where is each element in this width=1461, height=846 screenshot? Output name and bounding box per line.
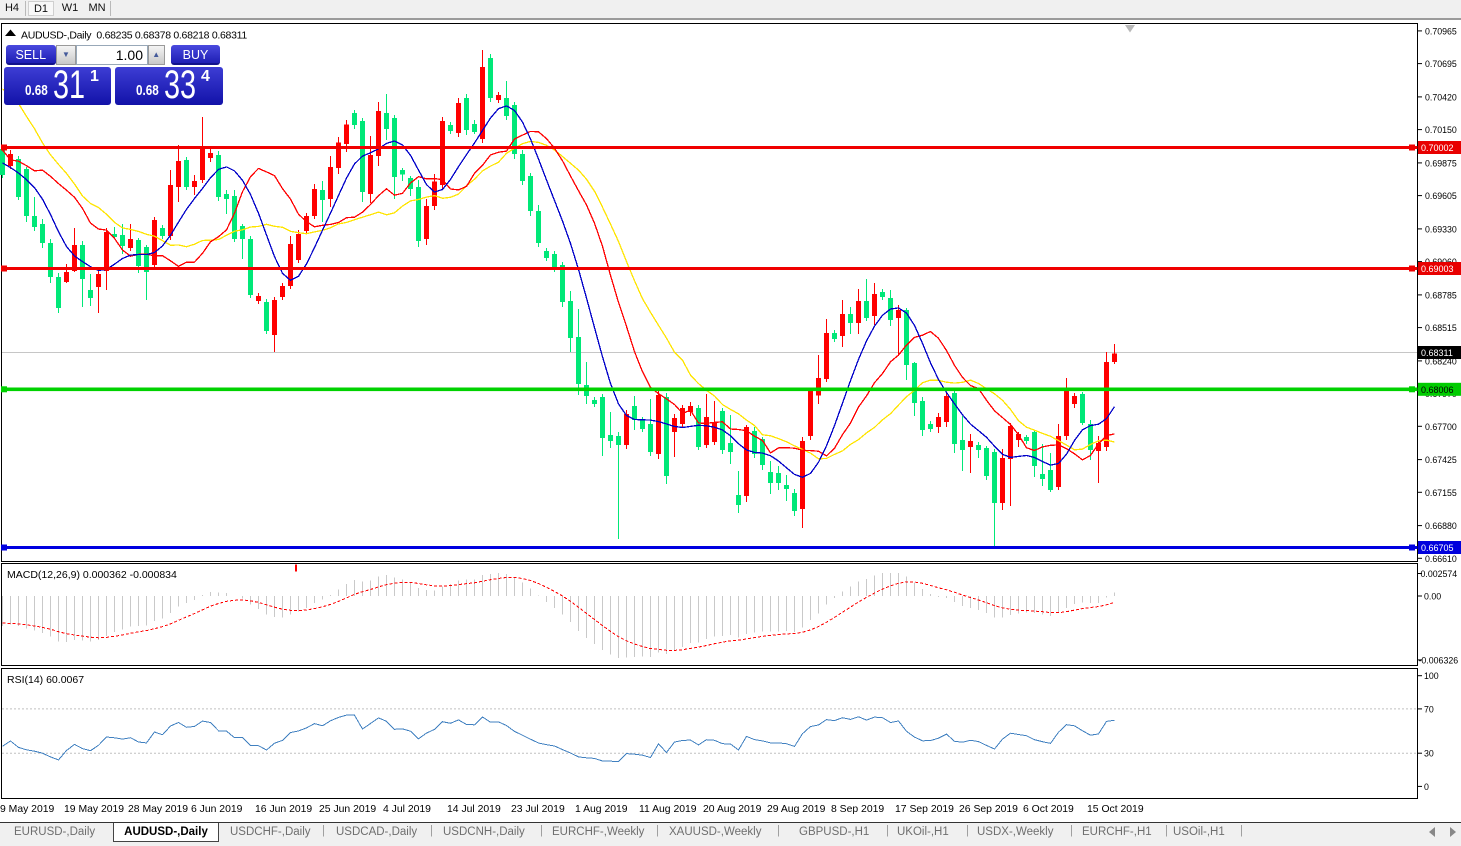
svg-text:28 May 2019: 28 May 2019 <box>128 804 188 815</box>
svg-text:15 Oct 2019: 15 Oct 2019 <box>1087 804 1144 815</box>
svg-text:30: 30 <box>1424 749 1434 759</box>
svg-text:AUDUSD-,Daily 0.68235 0.68378: AUDUSD-,Daily 0.68235 0.68378 0.68218 0.… <box>21 30 247 42</box>
svg-text:29 Aug 2019: 29 Aug 2019 <box>767 804 826 815</box>
svg-text:0.70695: 0.70695 <box>1425 59 1457 69</box>
svg-text:0: 0 <box>1424 782 1429 792</box>
svg-text:0.70002: 0.70002 <box>1421 143 1454 153</box>
svg-text:0.69330: 0.69330 <box>1425 224 1457 234</box>
svg-text:70: 70 <box>1424 704 1434 714</box>
svg-text:8 Sep 2019: 8 Sep 2019 <box>831 804 884 815</box>
svg-text:0.70965: 0.70965 <box>1425 26 1457 36</box>
svg-text:11 Aug 2019: 11 Aug 2019 <box>639 804 697 815</box>
svg-text:6 Oct 2019: 6 Oct 2019 <box>1023 804 1074 815</box>
svg-text:0.68006: 0.68006 <box>1421 385 1454 395</box>
svg-text:9 May 2019: 9 May 2019 <box>0 804 55 815</box>
svg-text:MACD(12,26,9) 0.000362 -0.0008: MACD(12,26,9) 0.000362 -0.000834 <box>7 569 177 581</box>
svg-text:0.69003: 0.69003 <box>1421 264 1454 274</box>
svg-text:14 Jul 2019: 14 Jul 2019 <box>447 804 501 815</box>
svg-text:0.00: 0.00 <box>1424 592 1441 602</box>
svg-text:0.69605: 0.69605 <box>1425 191 1457 201</box>
svg-text:-0.006326: -0.006326 <box>1419 655 1459 665</box>
svg-text:20 Aug 2019: 20 Aug 2019 <box>703 804 762 815</box>
svg-text:25 Jun 2019: 25 Jun 2019 <box>319 804 376 815</box>
svg-text:0.70150: 0.70150 <box>1425 125 1457 135</box>
svg-text:0.70420: 0.70420 <box>1425 92 1457 102</box>
svg-text:0.66705: 0.66705 <box>1421 543 1454 553</box>
svg-text:0.68515: 0.68515 <box>1425 323 1457 333</box>
svg-text:0.69875: 0.69875 <box>1425 158 1457 168</box>
svg-text:4 Jul 2019: 4 Jul 2019 <box>383 804 431 815</box>
svg-text:100: 100 <box>1424 671 1439 681</box>
svg-text:0.68240: 0.68240 <box>1425 356 1457 366</box>
svg-text:17 Sep 2019: 17 Sep 2019 <box>895 804 954 815</box>
svg-text:26 Sep 2019: 26 Sep 2019 <box>959 804 1018 815</box>
svg-text:RSI(14) 60.0067: RSI(14) 60.0067 <box>7 674 84 686</box>
svg-text:0.68785: 0.68785 <box>1425 290 1457 300</box>
svg-text:19 May 2019: 19 May 2019 <box>64 804 124 815</box>
svg-text:0.68311: 0.68311 <box>1421 348 1453 358</box>
svg-text:0.67155: 0.67155 <box>1425 488 1457 498</box>
svg-text:1 Aug 2019: 1 Aug 2019 <box>575 804 628 815</box>
svg-text:0.67700: 0.67700 <box>1425 422 1457 432</box>
svg-text:0.66610: 0.66610 <box>1425 554 1457 564</box>
svg-text:16 Jun 2019: 16 Jun 2019 <box>255 804 312 815</box>
svg-text:0.66880: 0.66880 <box>1425 521 1457 531</box>
svg-text:23 Jul 2019: 23 Jul 2019 <box>511 804 565 815</box>
svg-text:6 Jun 2019: 6 Jun 2019 <box>191 804 243 815</box>
svg-text:0.002574: 0.002574 <box>1421 569 1458 579</box>
svg-text:0.67425: 0.67425 <box>1425 455 1457 465</box>
